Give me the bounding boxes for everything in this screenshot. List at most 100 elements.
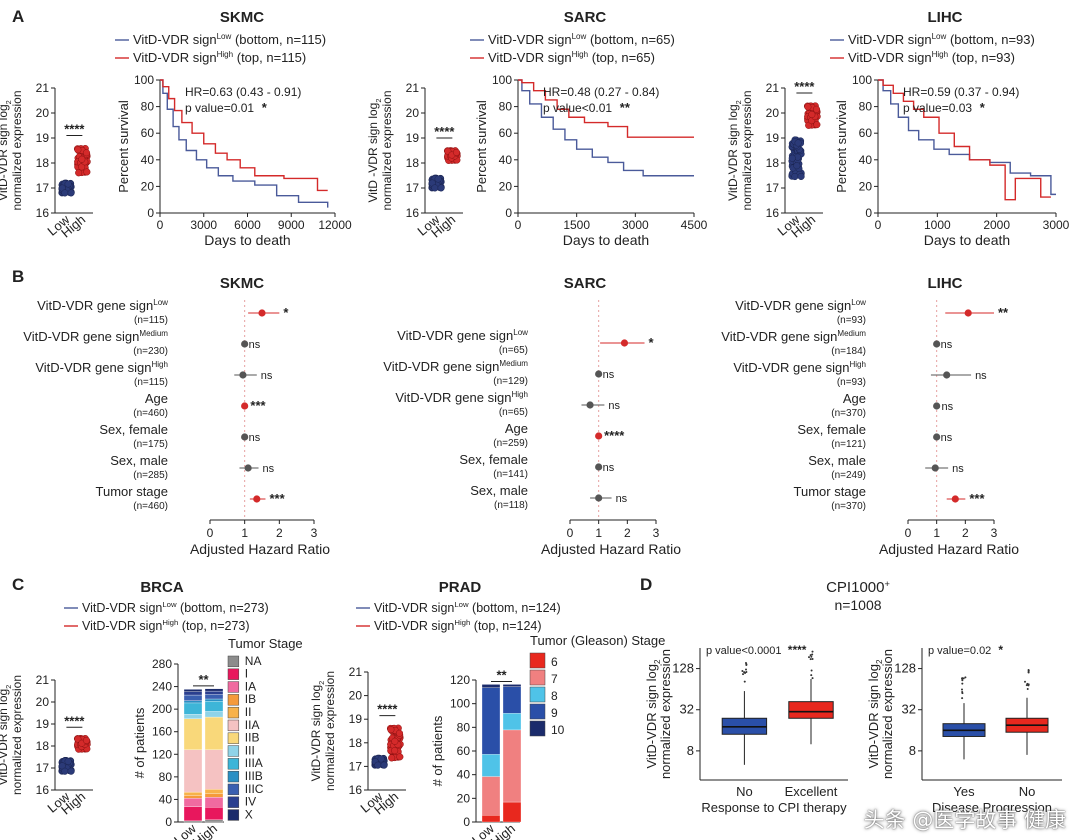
d-response-x-tick-label: No: [736, 784, 753, 799]
a-skmc-km-y-label: Percent survival: [116, 100, 131, 193]
b-skmc-title: SKMC: [220, 275, 264, 292]
a-skmc-dot-low-point: [65, 181, 72, 188]
b-lihc-row-n: (n=370): [831, 501, 866, 512]
b-sarc-row-n: (n=65): [499, 345, 528, 356]
c-prad-dot-y-tick-label: 19: [349, 712, 363, 726]
a-sarc-km-x-tick-label: 4500: [681, 218, 708, 232]
b-lihc-sig-label: ns: [942, 401, 954, 413]
b-sarc-hr-point: [595, 494, 602, 501]
d-response-p-stars: ****: [788, 643, 807, 657]
a-skmc-dot-high-point: [79, 156, 86, 163]
c-prad-bar-y-tick-label: 60: [457, 744, 471, 758]
b-skmc-hr-point: [241, 433, 248, 440]
b-sarc-hr-point: [595, 370, 602, 377]
c-brca-stage-legend-swatch: [228, 797, 239, 808]
c-prad-dot-y-tick-label: 20: [349, 689, 363, 703]
d-progression-p-text: p value=0.02: [928, 645, 991, 657]
b-skmc-sig-label: ns: [249, 432, 261, 444]
a-skmc-km-y-tick-label: 60: [141, 126, 155, 140]
b-lihc-sig-label: ns: [952, 463, 964, 475]
a-sarc-dot-low-point: [432, 185, 439, 192]
d-progression-p-stars: *: [998, 643, 1003, 657]
b-lihc-row-label: Tumor stage: [794, 484, 867, 499]
c-brca-bar-y-tick-label: 160: [152, 725, 172, 739]
b-skmc-row-n: (n=460): [133, 408, 168, 419]
b-lihc-row-n: (n=93): [837, 377, 866, 388]
a-skmc-dot-high-point: [75, 170, 82, 177]
a-sarc-km-y-tick-label: 100: [492, 73, 512, 87]
c-brca-bar-bar-segment: [205, 797, 223, 807]
c-brca-dot-low-point: [65, 758, 72, 765]
a-skmc-dot-y-tick-label: 19: [36, 131, 50, 145]
a-skmc-title: SKMC: [220, 9, 264, 26]
b-sarc-row-n: (n=141): [493, 469, 528, 480]
a-lihc-km-p-text: p value=0.03: [903, 101, 972, 115]
a-lihc-km-hr-text: HR=0.59 (0.37 - 0.94): [903, 85, 1019, 99]
a-lihc-km-y-tick-label: 60: [859, 126, 873, 140]
c-prad-bar-bar-segment: [503, 713, 521, 730]
b-lihc-row-n: (n=184): [831, 346, 866, 357]
a-skmc-dot-y-tick-label: 17: [36, 181, 50, 195]
b-skmc-x-label: Adjusted Hazard Ratio: [190, 541, 330, 557]
b-lihc-hr-point: [933, 402, 940, 409]
b-lihc-row-n: (n=249): [831, 470, 866, 481]
d-title: CPI1000+: [826, 579, 890, 596]
a-sarc-dot-high-point: [453, 149, 460, 156]
b-lihc-row-n: (n=121): [831, 439, 866, 450]
a-lihc-km-x-tick-label: 1000: [924, 218, 951, 232]
c-prad-stage-legend-swatch: [530, 704, 545, 719]
c-brca-stage-legend-swatch: [228, 707, 239, 718]
c-brca-stage-legend-swatch: [228, 669, 239, 680]
d-progression-y-tick-label: 32: [902, 702, 916, 717]
b-sarc-sig-label: ns: [603, 462, 615, 474]
b-skmc-row-label: Sex, male: [110, 453, 168, 468]
b-skmc-sig-label: ***: [269, 491, 285, 506]
d-progression-x-tick-label: Yes: [953, 784, 975, 799]
a-lihc-km-y-label: Percent survival: [834, 100, 849, 193]
b-lihc-title: LIHC: [928, 275, 963, 292]
c-prad-bar-y-tick-label: 20: [457, 791, 471, 805]
b-skmc-sig-label: ns: [249, 339, 261, 351]
c-prad-stage-legend-swatch: [530, 721, 545, 736]
d-response-outlier: [811, 670, 813, 672]
a-sarc-dot-y-label-2: normalized expression: [380, 90, 394, 210]
d-progression-y-tick-label: 8: [909, 743, 916, 758]
d-progression-x-tick-label: No: [1019, 784, 1036, 799]
a-lihc-dot-y-tick-label: 17: [766, 181, 780, 195]
c-brca-bar-bar-segment: [205, 689, 223, 691]
c-brca-bar-bar-segment: [184, 695, 202, 701]
b-skmc-x-tick-label: 3: [311, 526, 318, 540]
a-sarc-km-x-tick-label: 0: [515, 218, 522, 232]
c-brca-dot-y-tick-label: 16: [36, 783, 50, 797]
c-prad-bar-y-tick-label: 0: [463, 815, 470, 829]
c-brca-dot-y-label-2: normalized expression: [10, 675, 24, 795]
c-brca-dot-low-point: [62, 768, 69, 775]
c-brca-stage-legend-swatch: [228, 746, 239, 757]
c-brca-bar-sig-stars: **: [198, 672, 209, 687]
c-prad-bar-bar-segment: [503, 684, 521, 686]
c-prad-dot-high-point: [392, 738, 399, 745]
b-sarc-x-tick-label: 2: [624, 526, 631, 540]
b-sarc-row-n: (n=65): [499, 407, 528, 418]
a-lihc-dot-y-label-2: normalized expression: [740, 90, 754, 210]
b-lihc-row-label: Sex, male: [808, 453, 866, 468]
b-lihc-x-tick-label: 3: [991, 526, 998, 540]
a-skmc-km-low-survival-curve: [160, 80, 328, 208]
b-skmc-hr-point: [241, 402, 248, 409]
a-sarc-dot-y-tick-label: 20: [406, 106, 420, 120]
c-prad-dot-low-point: [381, 762, 388, 769]
a-skmc-dot-low-point: [68, 190, 75, 197]
c-brca-bar-bar-segment: [184, 798, 202, 806]
a-lihc-dot-low-point: [792, 173, 799, 180]
a-skmc-km-y-tick-label: 20: [141, 179, 155, 193]
a-skmc-legend-low: VitD-VDR signLow (bottom, n=115): [133, 32, 326, 47]
c-brca-stage-legend-swatch: [228, 758, 239, 769]
c-brca-bar-bar-segment: [184, 714, 202, 719]
a-skmc-km-x-tick-label: 3000: [190, 218, 217, 232]
d-response-outlier: [745, 671, 747, 673]
d-response-outlier: [808, 656, 810, 658]
b-sarc-row-label: Sex, male: [470, 483, 528, 498]
a-skmc-km-y-tick-label: 100: [134, 73, 154, 87]
b-sarc-sig-label: ****: [604, 428, 625, 443]
c-brca-stage-legend-swatch: [228, 656, 239, 667]
